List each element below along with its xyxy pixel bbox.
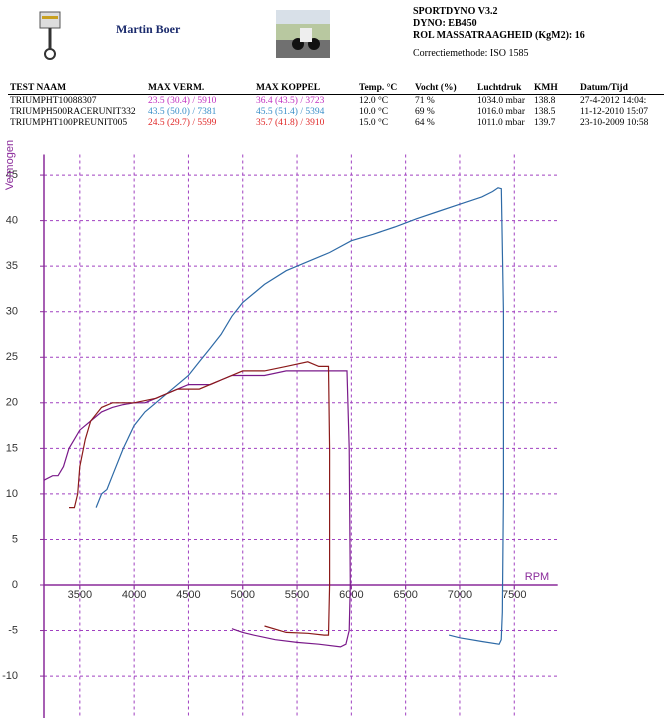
y-tick-label: 5 xyxy=(12,533,18,545)
info-line: ROL MASSATRAAGHEID (KgM2): 16 xyxy=(413,30,585,41)
table-cell: TRIUMPH500RACERUNIT332 xyxy=(10,106,136,117)
y-tick-label: 0 xyxy=(12,579,18,591)
column-header: MAX KOPPEL xyxy=(254,82,357,95)
table-cell: 24.5 (29.7) / 5599 xyxy=(148,117,217,128)
table-cell: 45.5 (51.4) / 5394 xyxy=(256,106,325,117)
table-cell: 12.0 °C xyxy=(359,95,389,106)
y-tick-label: 30 xyxy=(6,306,18,318)
y-tick-label: 35 xyxy=(6,260,18,272)
x-tick-label: 7000 xyxy=(448,589,472,601)
column-header: KMH xyxy=(532,82,578,95)
column-header: Luchtdruk xyxy=(475,82,532,95)
info-line: DYNO: EB450 xyxy=(413,18,477,29)
table-cell: 10.0 °C xyxy=(359,106,389,117)
photo xyxy=(276,10,330,58)
table-cell: 1034.0 mbar xyxy=(477,95,526,106)
y-tick-label: 25 xyxy=(6,351,18,363)
info-line: SPORTDYNO V3.2 xyxy=(413,6,498,17)
x-tick-label: 4500 xyxy=(176,589,200,601)
x-tick-label: 6500 xyxy=(393,589,417,601)
y-tick-label: 40 xyxy=(6,215,18,227)
y-tick-label: -5 xyxy=(8,624,18,636)
x-tick-label: 5000 xyxy=(231,589,255,601)
x-axis-label: RPM xyxy=(525,571,549,583)
table-cell: 35.7 (41.8) / 3910 xyxy=(256,117,325,128)
table-row: TRIUMPH500RACERUNIT332 43.5 (50.0) / 7381… xyxy=(8,106,664,117)
table-cell: 1011.0 mbar xyxy=(477,117,525,128)
y-tick-label: -10 xyxy=(2,670,18,682)
dyno-info: SPORTDYNO V3.2 DYNO: EB450 ROL MASSATRAA… xyxy=(413,6,585,60)
table-cell: 64 % xyxy=(415,117,435,128)
x-tick-label: 6000 xyxy=(339,589,363,601)
x-tick-label: 5500 xyxy=(285,589,309,601)
x-tick-label: 4000 xyxy=(122,589,146,601)
logo xyxy=(39,11,61,60)
column-header: Temp. °C xyxy=(357,82,413,95)
table-cell: 23.5 (30.4) / 5910 xyxy=(148,95,217,106)
x-tick-label: 3500 xyxy=(68,589,92,601)
table-row: TRIUMPHT100PREUNIT005 24.5 (29.7) / 5599 3… xyxy=(8,117,664,128)
power-curve xyxy=(95,187,504,645)
x-tick-label: 7500 xyxy=(502,589,526,601)
method: Correctiemethode: ISO 1585 xyxy=(413,48,529,59)
power-curve xyxy=(43,370,351,648)
header-row: TEST NAAM MAX VERM. MAX KOPPEL Temp. °C Voch… xyxy=(8,82,664,95)
table-row: TRIUMPHT10088307 23.5 (30.4) / 5910 36.4 (… xyxy=(8,95,664,107)
table-cell: 43.5 (50.0) / 7381 xyxy=(148,106,217,117)
table-cell: 138.8 xyxy=(534,95,556,106)
y-tick-label: 10 xyxy=(6,488,18,500)
y-axis-label: Vermogen xyxy=(4,140,16,190)
table-cell: 139.7 xyxy=(534,117,556,128)
power-curve xyxy=(69,361,331,636)
table-cell: 138.5 xyxy=(534,106,556,117)
table-cell: 1016.0 mbar xyxy=(477,106,526,117)
column-header: MAX VERM. xyxy=(146,82,254,95)
column-header: Vocht (%) xyxy=(413,82,475,95)
table-cell: TRIUMPHT100PREUNIT005 xyxy=(10,117,128,128)
table-cell: 23-10-2009 10:58 xyxy=(580,117,649,128)
table-cell: 36.4 (43.5) / 3723 xyxy=(256,95,325,106)
table-cell: 15.0 °C xyxy=(359,117,389,128)
table-cell: 69 % xyxy=(415,106,435,117)
column-header: TEST NAAM xyxy=(8,82,146,95)
table-cell: 11-12-2010 15:07 xyxy=(580,106,648,117)
y-tick-label: 45 xyxy=(6,169,18,181)
y-tick-label: 20 xyxy=(6,397,18,409)
table-cell: 27-4-2012 14:04: xyxy=(580,95,647,106)
column-header: Datum/Tijd xyxy=(578,82,664,95)
table-cell: 71 % xyxy=(415,95,435,106)
y-tick-label: 15 xyxy=(6,442,18,454)
chart: -10 -5 0 5 10 15 20 25 30 35 40 45 3500 4000 4500 5000 5… xyxy=(2,140,558,718)
results-table: TEST NAAM MAX VERM. MAX KOPPEL Temp. °C Voch… xyxy=(8,82,664,128)
owner-name: Martin Boer xyxy=(116,22,181,36)
table-cell: TRIUMPHT10088307 xyxy=(10,95,97,106)
